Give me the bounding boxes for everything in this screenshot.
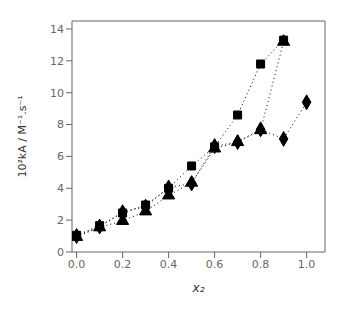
svg-text:0.4: 0.4	[160, 258, 178, 271]
svg-text:14: 14	[50, 23, 64, 36]
svg-text:10²kA / M⁻¹.s⁻¹: 10²kA / M⁻¹.s⁻¹	[16, 95, 29, 177]
svg-text:0: 0	[57, 246, 64, 259]
svg-text:x₂: x₂	[192, 281, 205, 295]
svg-text:10: 10	[50, 87, 64, 100]
svg-text:1.0: 1.0	[298, 258, 316, 271]
svg-text:4: 4	[57, 182, 64, 195]
svg-text:0.2: 0.2	[114, 258, 132, 271]
svg-text:8: 8	[57, 118, 64, 131]
svg-text:0.0: 0.0	[68, 258, 86, 271]
svg-text:2: 2	[57, 214, 64, 227]
svg-text:0.8: 0.8	[252, 258, 270, 271]
svg-text:6: 6	[57, 150, 64, 163]
svg-text:0.6: 0.6	[206, 258, 224, 271]
svg-text:12: 12	[50, 55, 64, 68]
